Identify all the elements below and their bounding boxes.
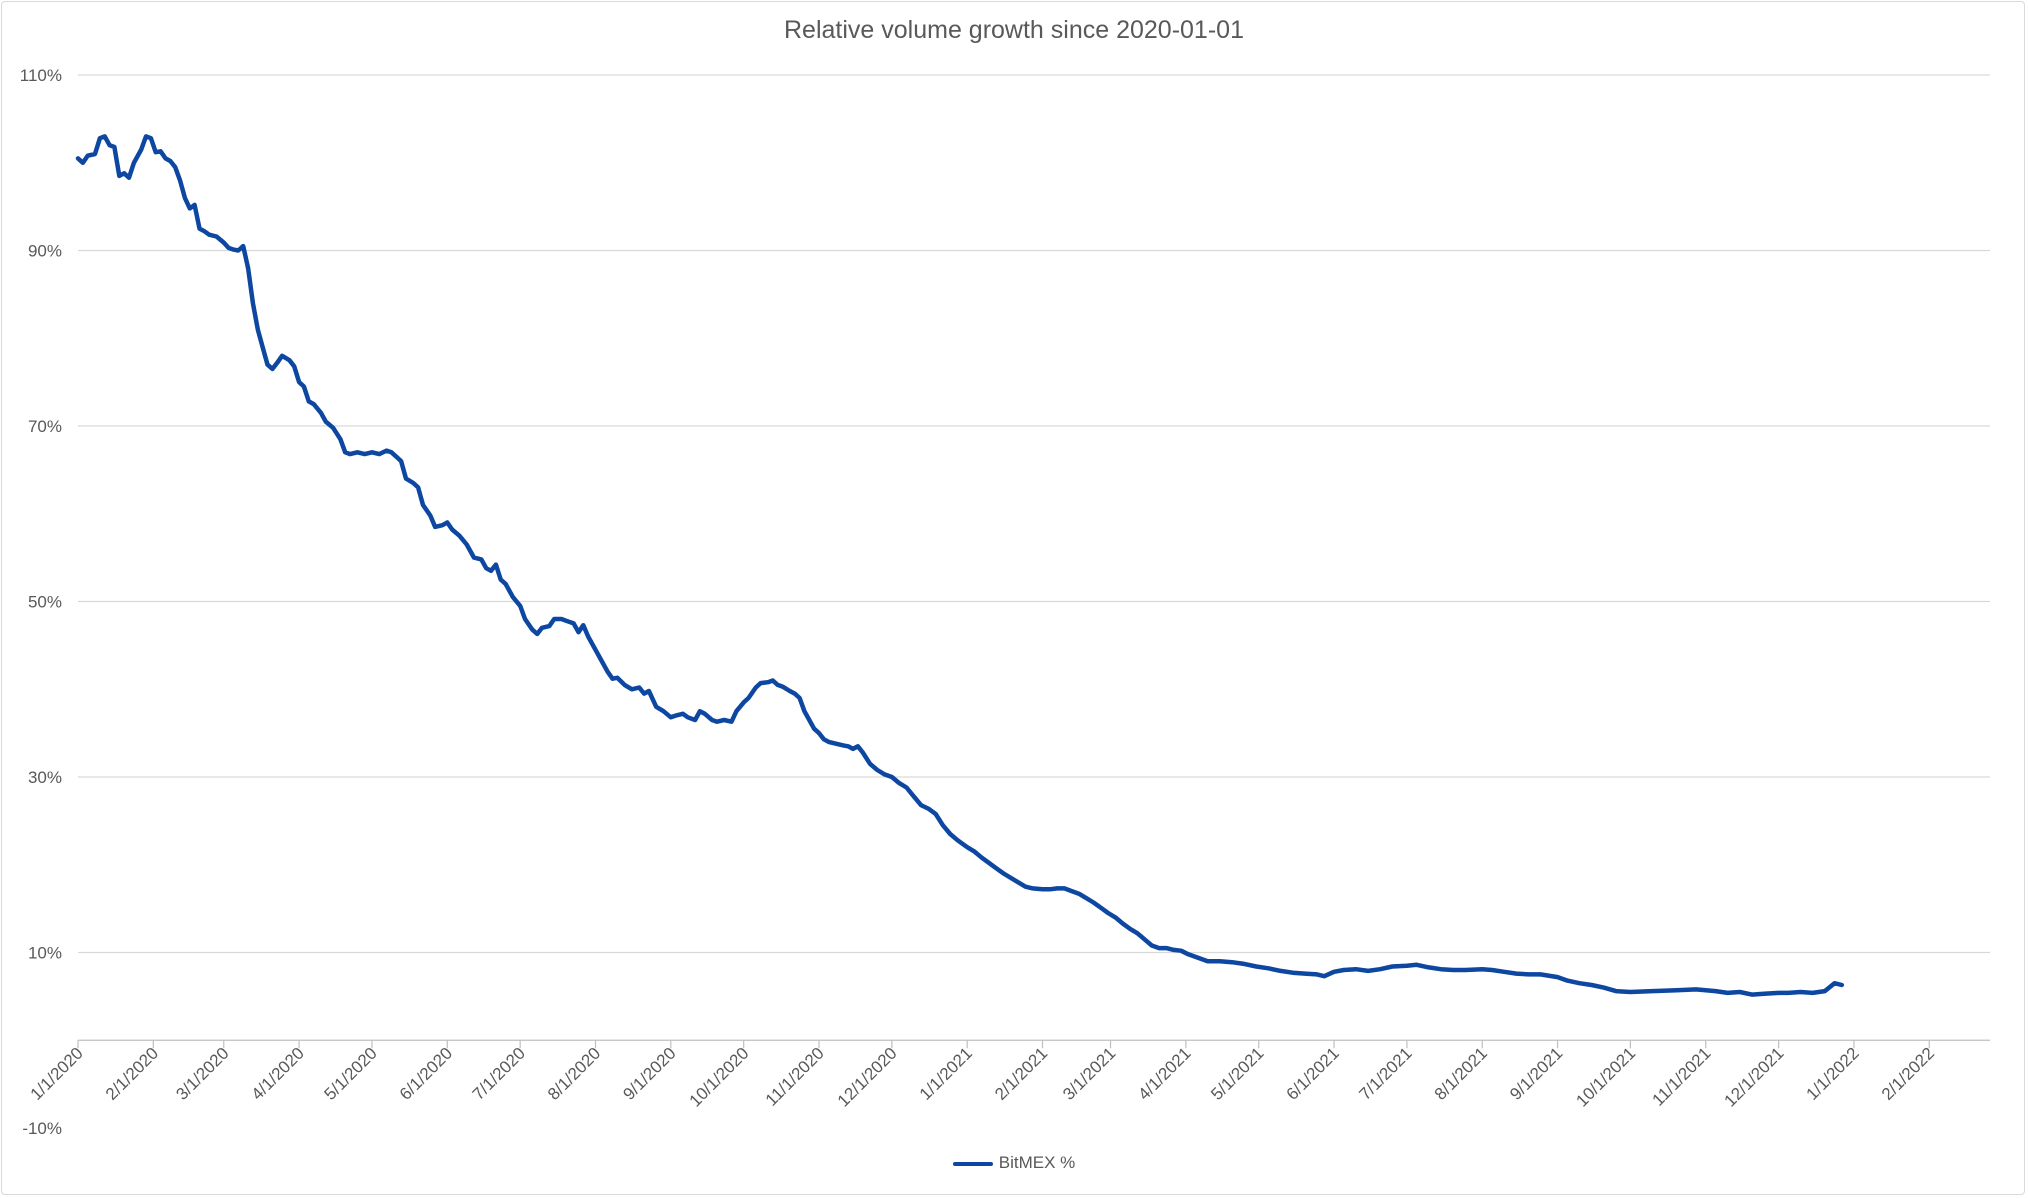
x-tick-label: 9/1/2021 — [1506, 1044, 1566, 1104]
x-tick-label: 12/1/2020 — [834, 1044, 901, 1111]
x-tick-label: 10/1/2020 — [686, 1044, 753, 1111]
y-tick-label: 70% — [28, 417, 62, 436]
x-tick-label: 1/1/2022 — [1803, 1044, 1863, 1104]
x-tick-label: 5/1/2020 — [321, 1044, 381, 1104]
series-line-bitmex — [75, 134, 1845, 997]
legend-swatch-bitmex — [952, 1161, 993, 1166]
x-tick-label: 7/1/2020 — [469, 1044, 529, 1104]
x-tick-label: 2/1/2021 — [991, 1044, 1051, 1104]
x-tick-label: 1/1/2020 — [27, 1044, 87, 1104]
x-tick-label: 9/1/2020 — [619, 1044, 679, 1104]
y-tick-label: -10% — [22, 1119, 62, 1138]
gridlines — [78, 74, 1990, 954]
x-tick-label: 11/1/2020 — [762, 1044, 828, 1110]
legend: BitMEX % — [0, 1153, 2028, 1173]
x-tick-label: 8/1/2021 — [1431, 1044, 1491, 1104]
x-axis-ticks: 1/1/2020 2/1/2020 3/1/2020 4/1/2020 5/1/2020… — [27, 1040, 1938, 1111]
x-tick-label: 8/1/2020 — [544, 1044, 604, 1104]
x-tick-label: 6/1/2021 — [1283, 1044, 1343, 1104]
x-tick-label: 3/1/2021 — [1059, 1044, 1119, 1104]
legend-label-bitmex: BitMEX % — [998, 1153, 1076, 1172]
y-tick-label: 110% — [20, 66, 62, 85]
x-tick-label: 12/1/2021 — [1721, 1044, 1788, 1111]
x-tick-label: 5/1/2021 — [1207, 1044, 1267, 1104]
chart-title: Relative volume growth since 2020-01-01 — [784, 16, 1244, 44]
y-tick-label: 50% — [28, 593, 62, 612]
x-tick-label: 2/1/2020 — [102, 1044, 162, 1104]
y-tick-label: 30% — [28, 768, 62, 787]
x-tick-label: 1/1/2021 — [916, 1044, 976, 1104]
x-tick-label: 3/1/2020 — [172, 1044, 232, 1104]
y-tick-label: 10% — [28, 944, 62, 963]
y-axis-tick-labels: -10% 10% 30% 50% 70% 90% 110% — [20, 66, 62, 1138]
x-tick-label: 6/1/2020 — [396, 1044, 456, 1104]
x-tick-label: 10/1/2021 — [1572, 1044, 1639, 1111]
x-tick-label: 2/1/2022 — [1878, 1044, 1938, 1104]
x-tick-label: 11/1/2021 — [1649, 1044, 1715, 1110]
x-tick-label: 4/1/2020 — [248, 1044, 308, 1104]
x-tick-label: 4/1/2021 — [1134, 1044, 1194, 1104]
x-tick-label: 7/1/2021 — [1356, 1044, 1416, 1104]
y-tick-label: 90% — [28, 242, 62, 261]
